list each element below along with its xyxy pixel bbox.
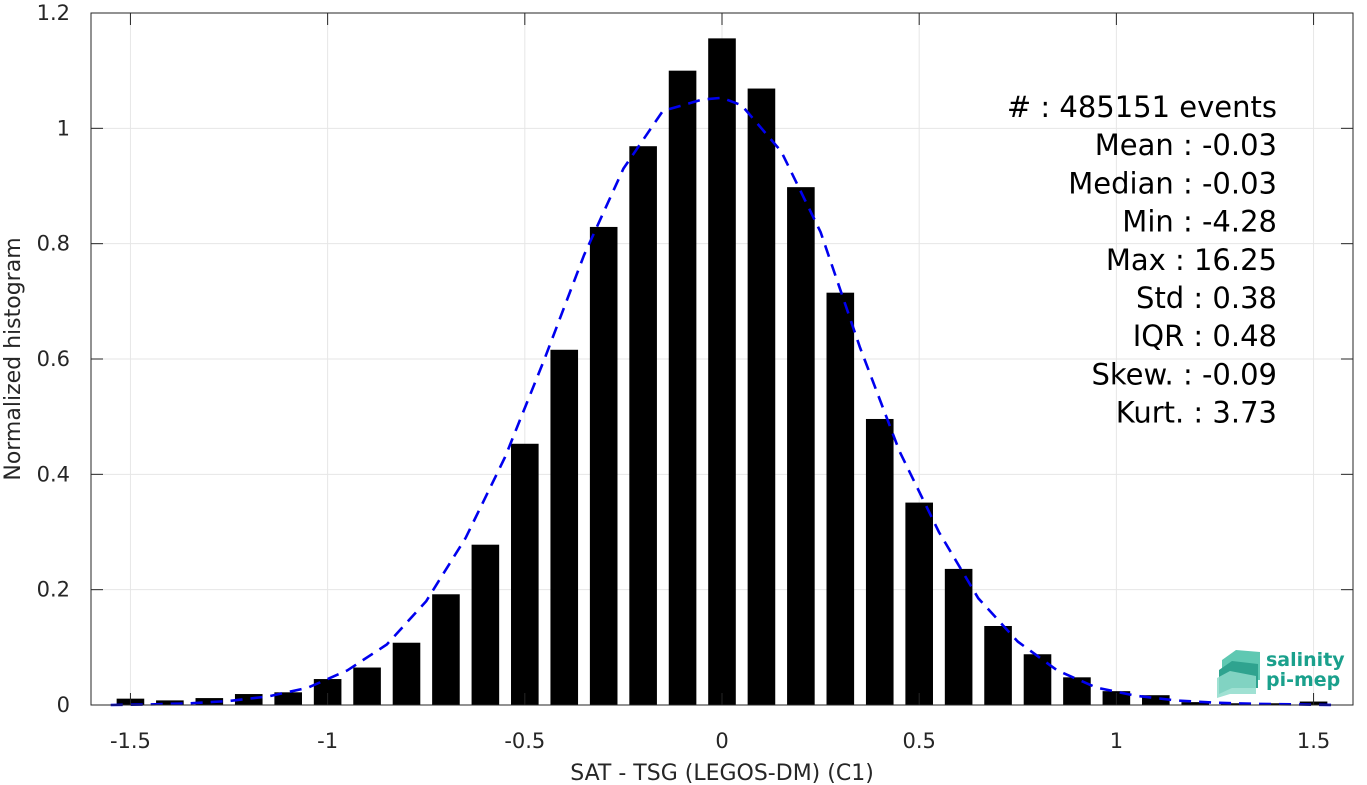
x-tick-label-3: 0	[715, 729, 728, 753]
logo-line2: pi-mep	[1266, 669, 1340, 691]
x-tick-label-4: 0.5	[902, 729, 935, 753]
bar-14	[668, 70, 697, 705]
normal-fit-curve	[110, 96, 1334, 707]
bar-3	[234, 694, 263, 705]
y-tick-label-5: 1	[57, 116, 70, 140]
y-tick-label-4: 0.8	[37, 232, 70, 256]
bar-20	[905, 502, 933, 705]
bar-22	[984, 625, 1012, 705]
logo-line1: salinity	[1266, 649, 1345, 671]
y-tick-label-3: 0.6	[37, 347, 70, 371]
x-tick-label-0: -1.5	[110, 729, 151, 753]
bar-27	[1181, 702, 1210, 705]
x-tick-label-2: -0.5	[504, 729, 545, 753]
stat-line-6: IQR : 0.48	[1133, 319, 1277, 353]
x-tick-labels: -1.5 -1 -0.5 0 0.5 1 1.5	[110, 729, 1330, 753]
bar-13	[629, 146, 657, 705]
stat-line-2: Median : -0.03	[1068, 166, 1277, 200]
stat-line-8: Kurt. : 3.73	[1116, 396, 1277, 430]
x-tick-label-5: 1	[1110, 729, 1123, 753]
salinity-pimep-logo: salinity pi-mep	[1217, 649, 1345, 698]
bar-8	[432, 594, 460, 705]
bar-17	[787, 187, 815, 706]
bar-19	[865, 418, 894, 705]
bar-7	[392, 642, 421, 705]
bar-4	[274, 692, 302, 705]
bar-11	[550, 349, 579, 705]
bar-29	[1260, 703, 1288, 705]
bar-12	[589, 226, 618, 705]
bar-1	[156, 700, 184, 705]
bar-15	[708, 38, 736, 705]
bar-2	[195, 698, 224, 705]
x-axis-label: SAT - TSG (LEGOS-DM) (C1)	[570, 761, 874, 785]
y-tick-label-2: 0.4	[37, 462, 70, 486]
stat-line-1: Mean : -0.03	[1095, 128, 1277, 162]
bar-28	[1220, 703, 1249, 705]
bar-6	[353, 667, 381, 705]
y-axis-label: Normalized histogram	[1, 237, 26, 480]
stat-line-7: Skew. : -0.09	[1091, 357, 1277, 391]
bar-18	[826, 292, 855, 705]
y-tick-label-6: 1.2	[37, 1, 70, 25]
x-tick-label-6: 1.5	[1297, 729, 1330, 753]
wave-icon	[1217, 650, 1260, 698]
bar-9	[471, 544, 500, 705]
stat-line-3: Min : -4.28	[1122, 205, 1277, 239]
bar-10	[511, 443, 539, 705]
axis-ticks	[91, 12, 1353, 706]
x-tick-label-1: -1	[317, 729, 338, 753]
y-tick-label-0: 0	[57, 693, 70, 717]
bar-16	[747, 88, 776, 705]
y-tick-label-1: 0.2	[37, 578, 70, 602]
stat-line-5: Std : 0.38	[1136, 281, 1277, 315]
stat-line-0: # : 485151 events	[1007, 90, 1277, 124]
y-tick-labels: 0 0.2 0.4 0.6 0.8 1 1.2	[37, 1, 70, 717]
statistics-box: # : 485151 events Mean : -0.03 Median : -0…	[1007, 90, 1277, 430]
stat-line-4: Max : 16.25	[1106, 243, 1277, 277]
bar-24	[1063, 677, 1091, 705]
bar-26	[1142, 695, 1170, 705]
bar-21	[944, 568, 973, 705]
histogram-bars	[116, 38, 1328, 706]
